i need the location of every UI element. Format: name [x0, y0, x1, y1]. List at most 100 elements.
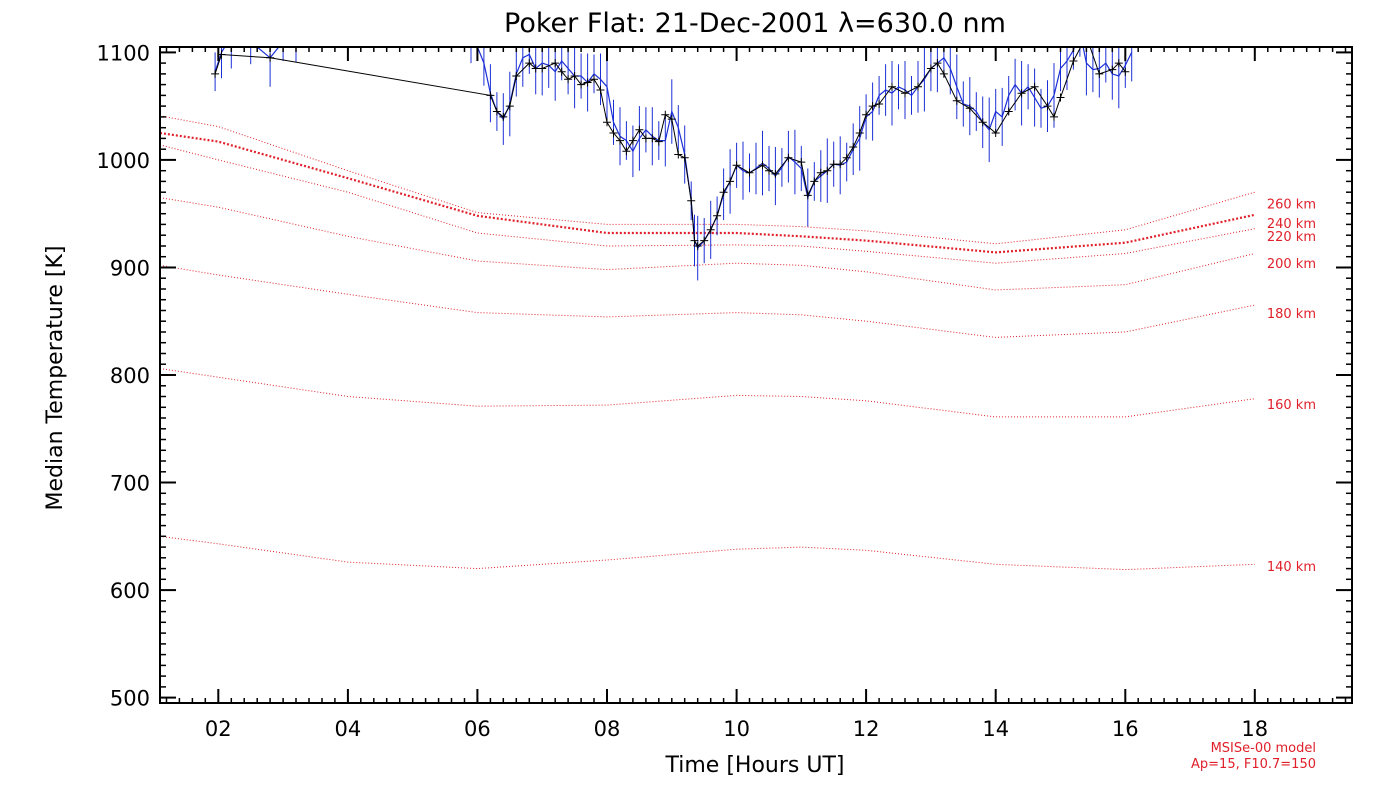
median-point-marker	[622, 147, 631, 156]
model-label-180-km: 180 km	[1267, 307, 1316, 322]
median-point-marker	[211, 69, 220, 78]
median-point-marker	[628, 136, 637, 145]
model-label-140-km: 140 km	[1267, 560, 1316, 575]
model-curve-140-km	[160, 535, 1255, 571]
median-point-marker	[1043, 102, 1052, 111]
median-point-marker	[1121, 67, 1130, 76]
median-point-marker	[661, 110, 670, 119]
median-point-marker	[1095, 69, 1104, 78]
chart-title: Poker Flat: 21-Dec-2001 λ=630.0 nm	[504, 8, 1006, 39]
median-point-marker	[616, 136, 624, 145]
median-point-marker	[687, 196, 696, 205]
model-label-220-km: 220 km	[1267, 230, 1316, 245]
median-point-marker	[577, 80, 586, 89]
median-point-marker	[266, 53, 275, 62]
x-tick-label: 04	[335, 717, 362, 741]
median-point-marker	[690, 236, 699, 245]
median-point-marker	[505, 102, 514, 111]
median-point-marker	[706, 225, 715, 234]
median-point-marker	[901, 89, 909, 98]
median-point-marker	[1030, 82, 1039, 91]
median-point-marker	[1004, 107, 1013, 116]
measured-series-line	[214, 47, 1133, 250]
plot-area	[160, 47, 1256, 571]
median-point-marker	[836, 160, 845, 169]
model-label-200-km: 200 km	[1267, 257, 1316, 272]
median-point-marker	[713, 211, 722, 220]
model-note-line-1: MSISe-00 model	[1211, 741, 1316, 756]
median-point-marker	[862, 110, 871, 119]
y-tick-label: 500	[110, 687, 150, 711]
median-point-marker	[823, 166, 832, 175]
median-point-marker	[680, 153, 689, 162]
median-point-marker	[570, 72, 579, 80]
median-point-marker	[609, 129, 618, 137]
median-point-marker	[564, 75, 573, 84]
axes: 02 04 06 08 10 12 14 16 18 500 600 700 800 900 1000 110…	[97, 41, 1353, 741]
median-point-marker	[875, 100, 884, 108]
y-tick-label: 900	[110, 257, 150, 281]
median-point-marker	[654, 137, 663, 146]
median-point-marker	[939, 69, 948, 78]
median-point-marker	[1108, 65, 1117, 74]
median-point-marker	[914, 82, 922, 91]
median-point-marker	[538, 64, 547, 73]
median-point-marker	[758, 161, 767, 170]
median-point-marker	[648, 134, 657, 143]
median-point-marker	[486, 91, 495, 100]
x-tick-label: 12	[853, 717, 880, 741]
model-note-line-2: Ap=15, F10.7=150	[1191, 757, 1316, 772]
median-point-marker	[803, 191, 812, 200]
x-tick-label: 08	[594, 717, 621, 741]
median-point-marker	[842, 153, 851, 162]
median-point-marker	[765, 166, 773, 175]
y-tick-label: 600	[110, 579, 150, 603]
x-axis-label: Time [Hours UT]	[665, 753, 845, 778]
median-point-marker	[1069, 57, 1078, 65]
x-tick-label: 14	[982, 717, 1009, 741]
median-point-marker	[674, 150, 683, 159]
median-point-marker	[888, 82, 896, 91]
model-label-160-km: 160 km	[1267, 398, 1316, 413]
median-point-marker	[1050, 112, 1058, 121]
x-tick-label: 06	[464, 717, 491, 741]
model-curve-160-km	[160, 368, 1255, 418]
median-point-marker	[784, 153, 793, 162]
median-point-marker	[952, 96, 961, 105]
model-curve-240-km	[160, 131, 1256, 254]
median-point-marker	[512, 72, 521, 80]
model-curve-200-km	[160, 197, 1255, 291]
model-label-240-km: 240 km	[1267, 217, 1316, 232]
x-tick-label: 18	[1241, 717, 1268, 741]
x-tick-label: 02	[205, 717, 232, 741]
median-point-marker	[635, 125, 644, 134]
x-tick-label: 10	[723, 717, 750, 741]
median-point-marker	[583, 78, 592, 87]
median-point-marker	[590, 75, 598, 84]
median-point-marker	[499, 112, 508, 121]
y-tick-label: 800	[110, 364, 150, 388]
median-point-marker	[1114, 59, 1123, 68]
median-point-marker	[849, 143, 858, 151]
median-point-marker	[667, 115, 676, 124]
median-point-marker	[693, 242, 702, 250]
median-point-marker	[603, 118, 611, 127]
median-point-marker	[868, 102, 877, 111]
median-point-marker	[732, 161, 741, 170]
median-point-marker	[810, 177, 819, 186]
median-point-marker	[816, 168, 825, 177]
median-point-marker	[933, 59, 942, 68]
median-point-marker	[745, 168, 754, 177]
y-tick-label: 1100	[97, 41, 150, 65]
y-tick-label: 1000	[97, 149, 150, 173]
median-point-marker	[991, 129, 1000, 137]
x-tick-label: 16	[1112, 717, 1139, 741]
median-point-marker	[700, 236, 709, 245]
median-point-marker	[978, 118, 987, 127]
median-point-marker	[926, 64, 935, 73]
median-point-marker	[1017, 89, 1026, 98]
median-point-marker	[596, 86, 605, 94]
